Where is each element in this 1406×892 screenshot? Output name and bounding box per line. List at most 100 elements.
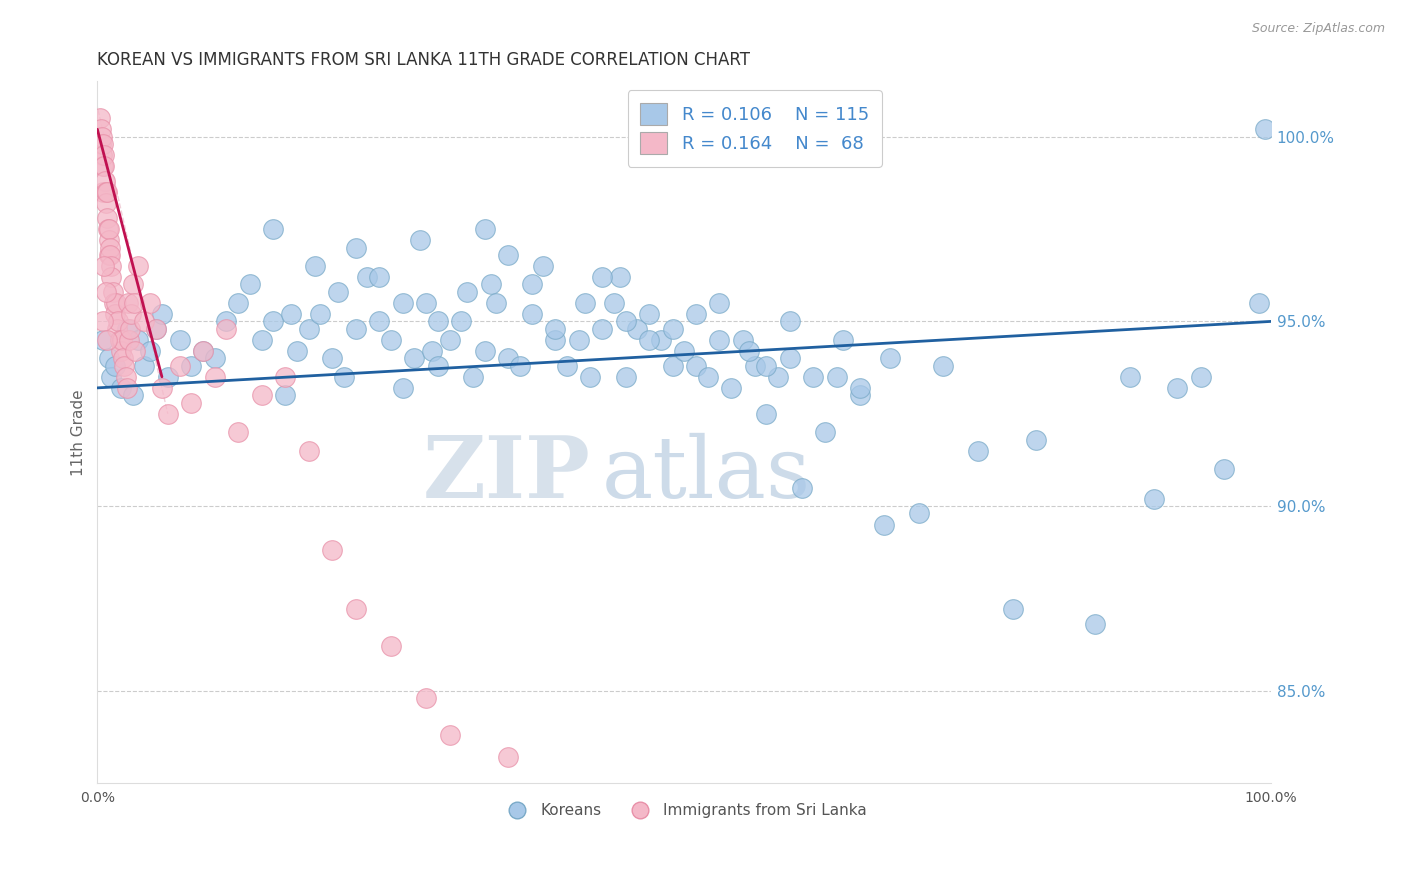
Point	[426, 314, 449, 328]
Point	[568, 333, 591, 347]
Point	[91, 137, 114, 152]
Point	[368, 270, 391, 285]
Point	[93, 159, 115, 173]
Point	[479, 277, 502, 292]
Point	[496, 351, 519, 366]
Point	[120, 307, 142, 321]
Point	[239, 277, 262, 292]
Point	[744, 359, 766, 373]
Point	[180, 359, 202, 373]
Point	[1119, 369, 1142, 384]
Point	[779, 314, 801, 328]
Point	[1143, 491, 1166, 506]
Point	[115, 381, 138, 395]
Point	[169, 333, 191, 347]
Point	[115, 322, 138, 336]
Point	[638, 307, 661, 321]
Point	[98, 222, 121, 236]
Point	[415, 296, 437, 310]
Point	[98, 351, 121, 366]
Point	[380, 640, 402, 654]
Point	[426, 359, 449, 373]
Point	[831, 333, 853, 347]
Point	[509, 359, 531, 373]
Point	[439, 728, 461, 742]
Point	[105, 296, 128, 310]
Point	[356, 270, 378, 285]
Point	[96, 196, 118, 211]
Point	[309, 307, 332, 321]
Point	[520, 277, 543, 292]
Point	[544, 322, 567, 336]
Point	[380, 333, 402, 347]
Point	[98, 248, 121, 262]
Point	[931, 359, 953, 373]
Text: atlas: atlas	[602, 433, 811, 516]
Point	[100, 270, 122, 285]
Point	[91, 333, 114, 347]
Point	[825, 369, 848, 384]
Point	[344, 602, 367, 616]
Point	[404, 351, 426, 366]
Point	[226, 425, 249, 440]
Point	[226, 296, 249, 310]
Point	[344, 322, 367, 336]
Point	[474, 343, 496, 358]
Point	[755, 407, 778, 421]
Point	[134, 314, 156, 328]
Point	[814, 425, 837, 440]
Point	[90, 137, 112, 152]
Point	[709, 296, 731, 310]
Point	[555, 359, 578, 373]
Point	[134, 359, 156, 373]
Point	[104, 307, 127, 321]
Point	[603, 296, 626, 310]
Point	[110, 343, 132, 358]
Point	[93, 259, 115, 273]
Point	[139, 343, 162, 358]
Point	[91, 148, 114, 162]
Point	[321, 543, 343, 558]
Point	[755, 359, 778, 373]
Point	[280, 307, 302, 321]
Point	[97, 222, 120, 236]
Point	[849, 381, 872, 395]
Point	[461, 369, 484, 384]
Point	[731, 333, 754, 347]
Point	[285, 343, 308, 358]
Point	[321, 351, 343, 366]
Point	[96, 211, 118, 225]
Point	[456, 285, 478, 299]
Point	[274, 388, 297, 402]
Point	[180, 395, 202, 409]
Point	[91, 314, 114, 328]
Point	[127, 333, 149, 347]
Point	[262, 222, 284, 236]
Point	[609, 270, 631, 285]
Point	[1166, 381, 1188, 395]
Point	[112, 359, 135, 373]
Point	[531, 259, 554, 273]
Text: KOREAN VS IMMIGRANTS FROM SRI LANKA 11TH GRADE CORRELATION CHART: KOREAN VS IMMIGRANTS FROM SRI LANKA 11TH…	[97, 51, 751, 69]
Point	[121, 277, 143, 292]
Point	[638, 333, 661, 347]
Point	[204, 369, 226, 384]
Point	[118, 333, 141, 347]
Point	[156, 407, 179, 421]
Point	[100, 369, 122, 384]
Point	[250, 388, 273, 402]
Point	[344, 241, 367, 255]
Point	[614, 314, 637, 328]
Point	[391, 296, 413, 310]
Point	[120, 322, 142, 336]
Point	[107, 314, 129, 328]
Point	[94, 285, 117, 299]
Point	[127, 259, 149, 273]
Point	[738, 343, 761, 358]
Point	[661, 359, 683, 373]
Point	[673, 343, 696, 358]
Point	[104, 359, 127, 373]
Point	[439, 333, 461, 347]
Point	[574, 296, 596, 310]
Point	[150, 381, 173, 395]
